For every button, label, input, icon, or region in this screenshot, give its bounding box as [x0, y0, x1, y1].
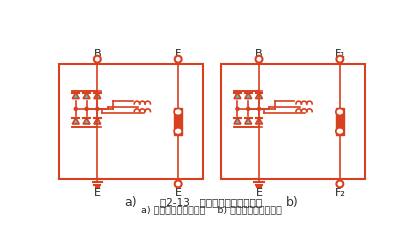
- Text: 图2-13   交流发电机的搭铁方式: 图2-13 交流发电机的搭铁方式: [160, 197, 262, 208]
- Polygon shape: [83, 93, 90, 99]
- Circle shape: [257, 107, 261, 110]
- Text: F: F: [175, 49, 181, 59]
- Text: a) 内搭铁型交流发电机    b) 外搭铁型交流发电机: a) 内搭铁型交流发电机 b) 外搭铁型交流发电机: [141, 206, 282, 215]
- Bar: [174, 108, 182, 135]
- Ellipse shape: [174, 128, 182, 135]
- Text: B: B: [255, 49, 263, 59]
- Circle shape: [337, 56, 343, 63]
- Text: b): b): [286, 196, 299, 209]
- Circle shape: [175, 181, 182, 187]
- Polygon shape: [83, 118, 90, 124]
- Text: E: E: [256, 188, 263, 198]
- Text: E: E: [175, 188, 182, 198]
- Bar: [59, 64, 203, 179]
- Circle shape: [94, 56, 101, 63]
- Text: F₂: F₂: [335, 188, 345, 198]
- Polygon shape: [256, 93, 263, 99]
- Text: F₁: F₁: [335, 49, 345, 59]
- Text: a): a): [124, 196, 137, 209]
- Polygon shape: [94, 93, 101, 99]
- Circle shape: [85, 107, 88, 110]
- Circle shape: [337, 181, 343, 187]
- Circle shape: [96, 107, 99, 110]
- Circle shape: [74, 107, 77, 110]
- Circle shape: [236, 107, 239, 110]
- Ellipse shape: [336, 108, 344, 115]
- Polygon shape: [72, 93, 79, 99]
- Ellipse shape: [336, 128, 344, 135]
- Text: E: E: [94, 188, 101, 198]
- Ellipse shape: [174, 108, 182, 115]
- Polygon shape: [245, 118, 252, 124]
- Circle shape: [256, 56, 263, 63]
- Polygon shape: [94, 118, 101, 124]
- Polygon shape: [72, 118, 79, 124]
- Circle shape: [247, 107, 250, 110]
- Text: B: B: [93, 49, 101, 59]
- Polygon shape: [234, 93, 241, 99]
- Polygon shape: [245, 93, 252, 99]
- Circle shape: [175, 56, 182, 63]
- Bar: [336, 108, 344, 135]
- Polygon shape: [234, 118, 241, 124]
- Bar: [221, 64, 365, 179]
- Polygon shape: [256, 118, 263, 124]
